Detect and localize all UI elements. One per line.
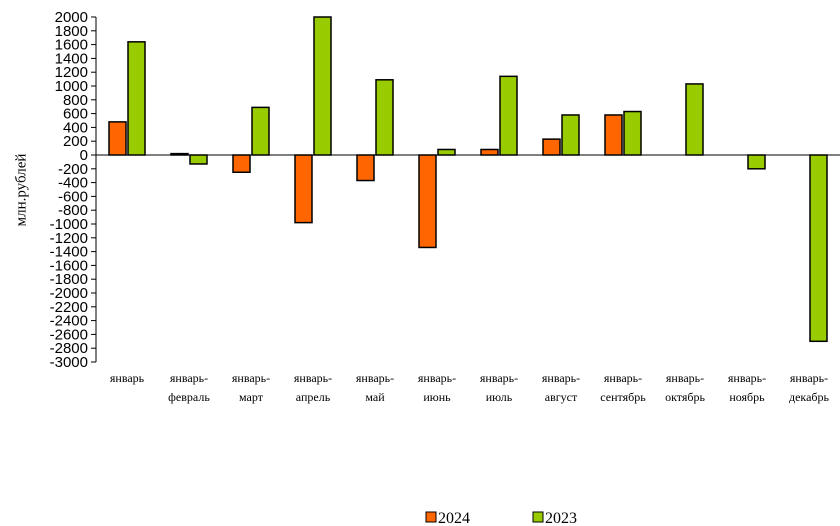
y-tick-label: -3000 [50, 354, 88, 371]
x-tick-label: январь-июль [480, 371, 518, 404]
y-tick-label: 200 [63, 133, 88, 150]
y-tick-label: -2000 [50, 285, 88, 302]
y-tick-label: -1600 [50, 257, 88, 274]
bar [294, 154, 313, 224]
x-tick-label: январь-ноябрь [728, 371, 766, 404]
bar [499, 75, 518, 156]
bar [356, 154, 375, 182]
bar [127, 41, 146, 156]
y-tick-label: -800 [58, 202, 88, 219]
legend-swatch [532, 511, 544, 523]
x-tick-label: январь-февраль [168, 371, 210, 404]
bar [232, 154, 251, 173]
legend-label: 2023 [545, 510, 577, 526]
bar [480, 148, 499, 156]
bar [437, 148, 456, 156]
bar [747, 154, 766, 170]
legend-label: 2024 [438, 510, 470, 526]
bar [251, 106, 270, 156]
x-tick-label: январь-сентябрь [600, 371, 646, 404]
bar [418, 154, 437, 249]
bar [623, 110, 642, 156]
y-tick-label: -1200 [50, 230, 88, 247]
bar [685, 83, 704, 156]
x-tick-label: январь-декабрь [789, 371, 830, 404]
y-tick-label: 1800 [55, 23, 88, 40]
y-tick-label: -600 [58, 188, 88, 205]
bar [604, 114, 623, 156]
bar [542, 138, 561, 156]
bar [189, 154, 208, 165]
bar [375, 79, 394, 156]
y-tick-label: 1000 [55, 78, 88, 95]
y-tick-label: 400 [63, 119, 88, 136]
y-tick-label: -1800 [50, 271, 88, 288]
y-tick-label: 600 [63, 106, 88, 123]
x-tick-label: январь-март [232, 371, 270, 404]
x-tick-label: январь-май [356, 371, 394, 404]
y-tick-label: -1400 [50, 244, 88, 261]
bar [809, 154, 828, 343]
y-tick-label: 1200 [55, 64, 88, 81]
y-tick-label: -2600 [50, 326, 88, 343]
x-tick-label: январь-август [542, 371, 580, 404]
y-tick-label: 1600 [55, 37, 88, 54]
bar [108, 121, 127, 156]
x-tick-label: январь-июнь [418, 371, 456, 404]
bar [313, 16, 332, 156]
y-tick-label: -2800 [50, 340, 88, 357]
x-tick-label: январь [110, 371, 145, 385]
y-tick-label: 2000 [55, 9, 88, 26]
y-tick-label: 0 [80, 147, 88, 164]
y-tick-label: 800 [63, 92, 88, 109]
bar [561, 114, 580, 156]
y-tick-label: 1400 [55, 50, 88, 67]
y-tick-label: -1000 [50, 216, 88, 233]
x-tick-label: январь-апрель [294, 371, 332, 404]
x-tick-label: январь-октябрь [665, 371, 705, 404]
legend-swatch [425, 511, 437, 523]
y-axis-label: млн.рублей [13, 154, 29, 227]
y-tick-label: -2200 [50, 299, 88, 316]
y-tick-label: -2400 [50, 313, 88, 330]
y-tick-label: -400 [58, 175, 88, 192]
y-tick-label: -200 [58, 161, 88, 178]
